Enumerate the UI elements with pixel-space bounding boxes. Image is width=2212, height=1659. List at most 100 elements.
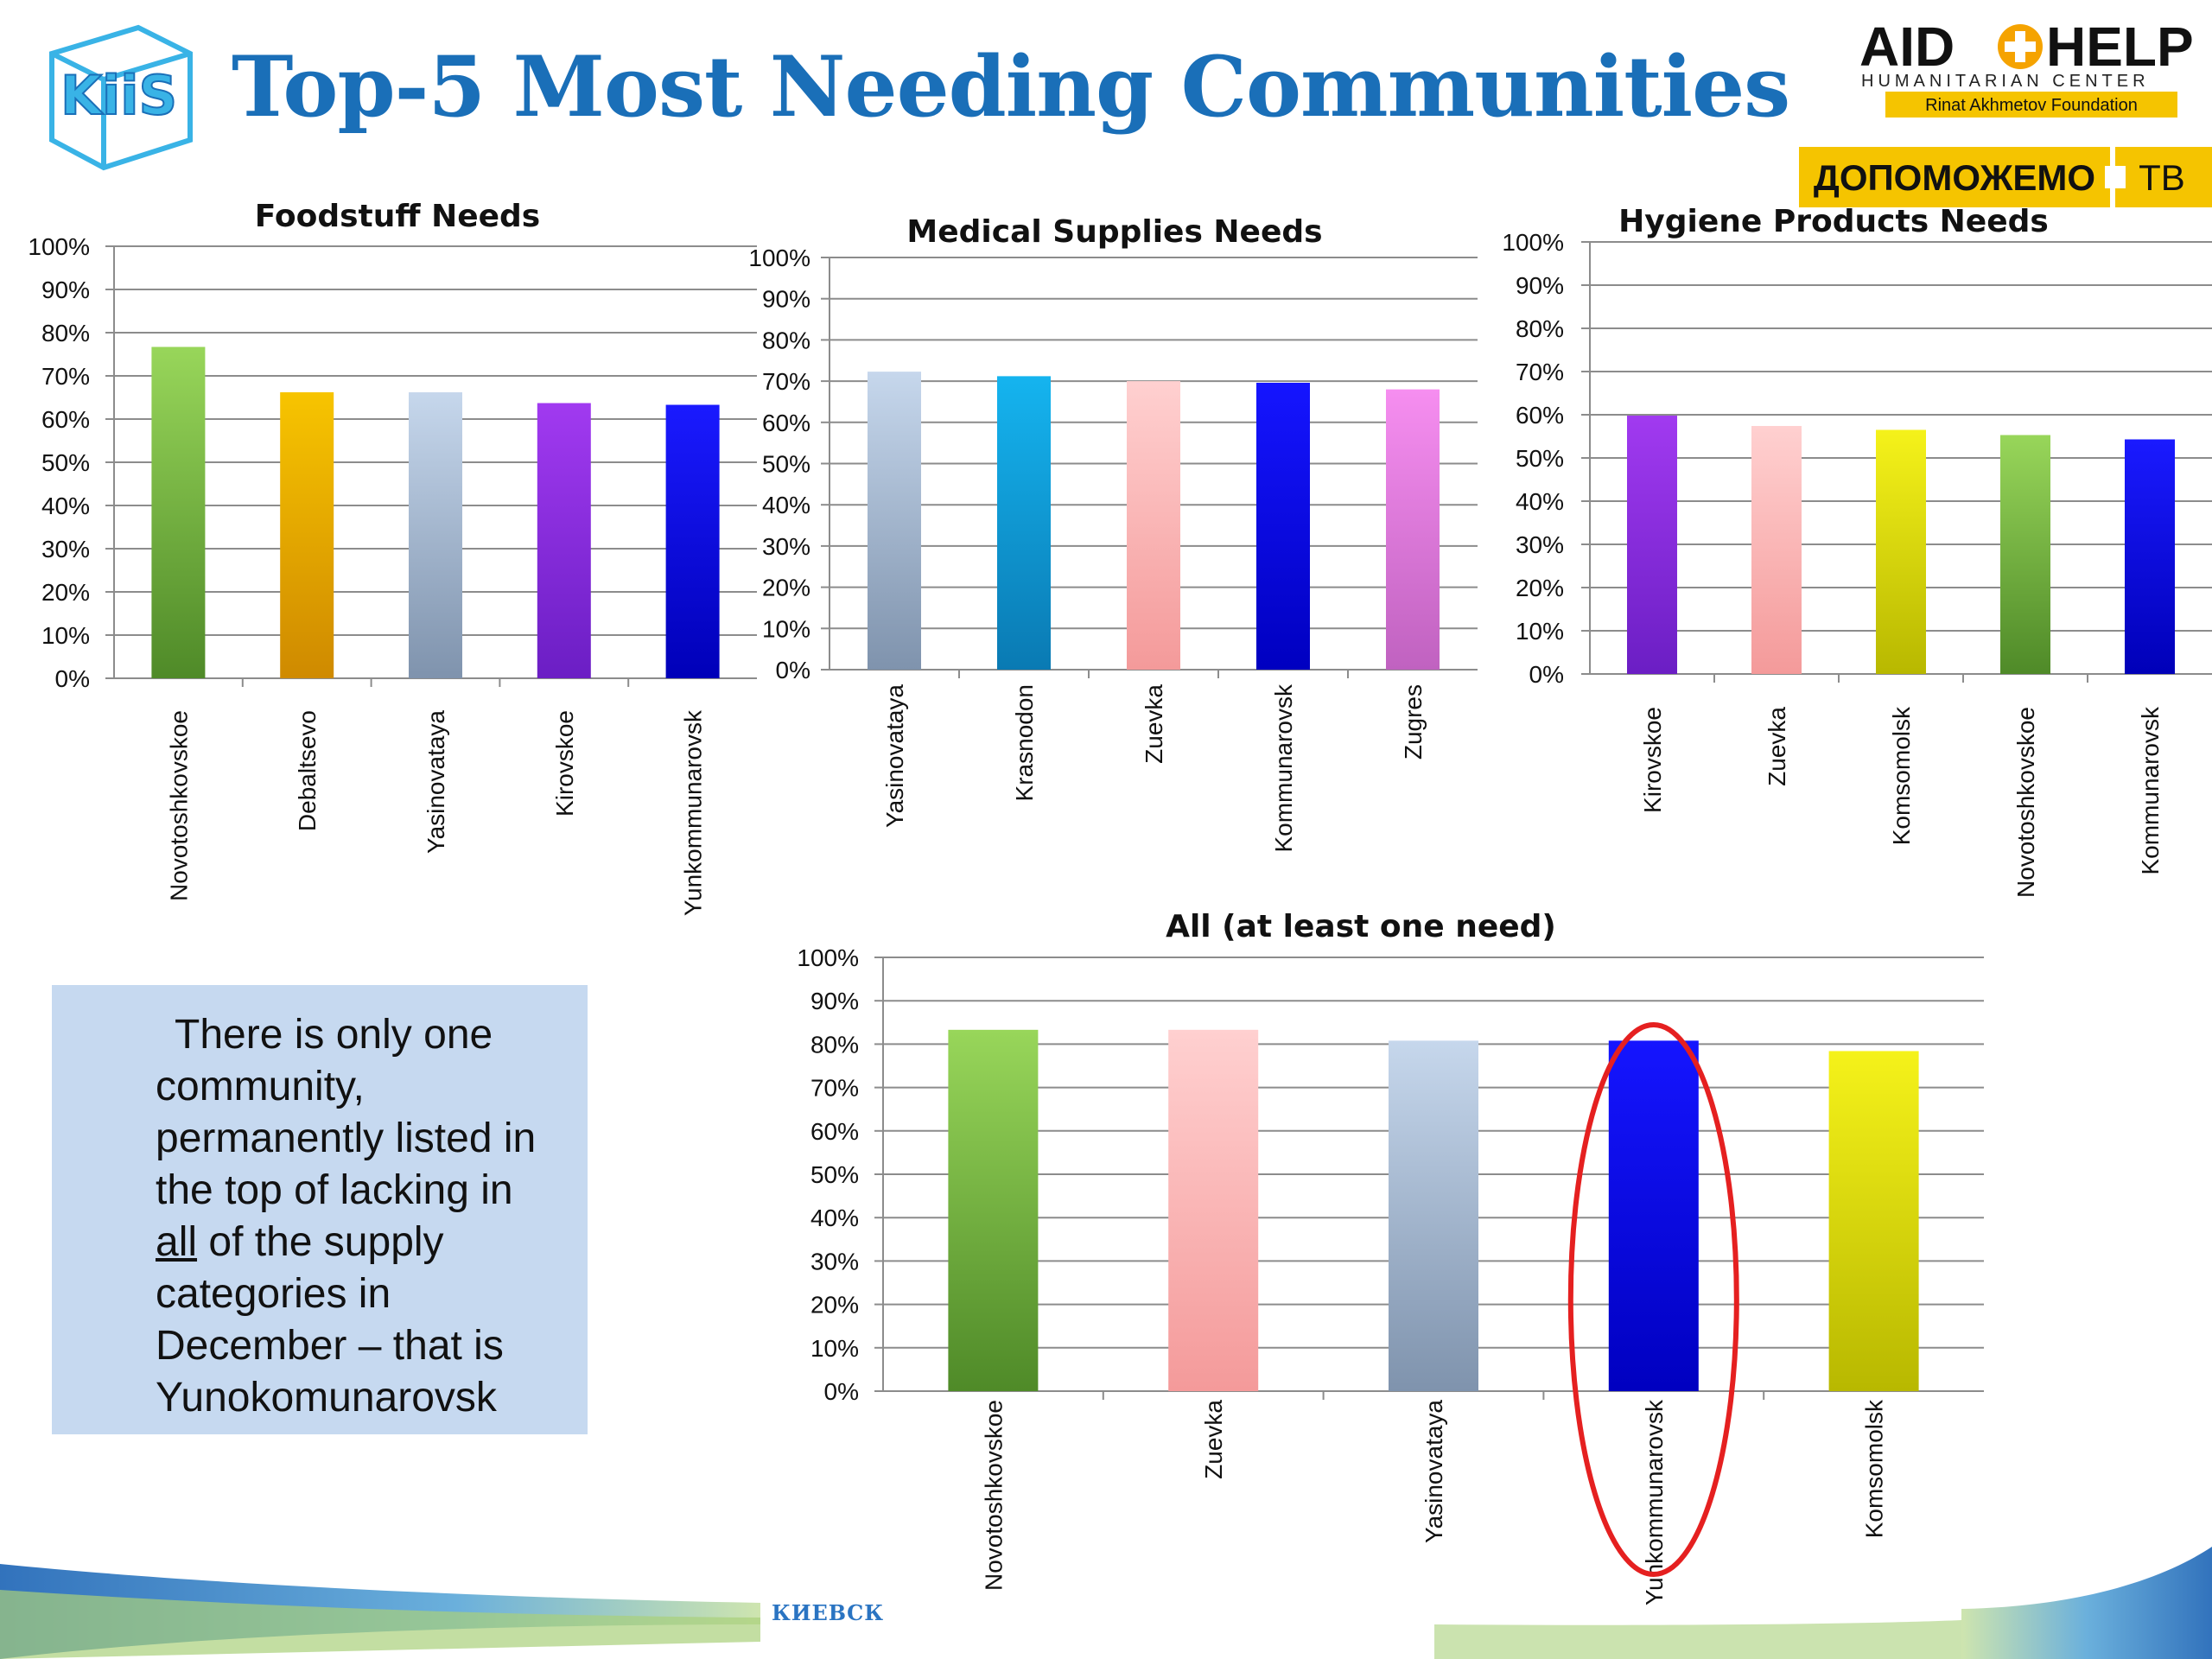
y-tick-label: 0% bbox=[824, 1378, 859, 1405]
x-category-label: Yasinovataya bbox=[423, 710, 449, 854]
footer-brand: КИЕВСК bbox=[772, 1600, 885, 1625]
bar-zuevka bbox=[1127, 381, 1180, 670]
note-underlined-word: all bbox=[156, 1219, 198, 1265]
y-tick-label: 40% bbox=[762, 492, 810, 518]
y-tick-label: 90% bbox=[762, 286, 810, 313]
y-tick-label: 80% bbox=[810, 1031, 859, 1058]
y-tick-label: 90% bbox=[1516, 272, 1564, 299]
y-tick-label: 80% bbox=[1516, 315, 1564, 342]
y-tick-label: 40% bbox=[810, 1205, 859, 1231]
note-line-8: Yunokomunarovsk bbox=[156, 1375, 497, 1421]
x-category-label: Kirovskoe bbox=[551, 710, 578, 817]
chart-title: Hygiene Products Needs bbox=[1618, 204, 2049, 239]
x-category-label: Novotoshkovskoe bbox=[980, 1400, 1007, 1591]
x-category-label: Debaltsevo bbox=[294, 710, 321, 831]
x-category-label: Krasnodon bbox=[1011, 684, 1038, 801]
banner-text: ДОПОМОЖЕМО bbox=[1814, 157, 2095, 198]
y-tick-label: 20% bbox=[41, 579, 90, 606]
y-tick-label: 100% bbox=[748, 245, 810, 271]
y-tick-label: 100% bbox=[1502, 229, 1564, 256]
y-tick-label: 20% bbox=[762, 575, 810, 601]
x-category-label: Zugres bbox=[1400, 684, 1427, 760]
y-tick-label: 20% bbox=[1516, 575, 1564, 601]
y-tick-label: 50% bbox=[810, 1161, 859, 1188]
aidhelp-logo: AID HELP HUMANITARIAN CENTER Rinat Akhme… bbox=[1859, 16, 2194, 118]
y-tick-label: 10% bbox=[810, 1335, 859, 1362]
y-tick-label: 90% bbox=[41, 276, 90, 303]
y-tick-label: 70% bbox=[1516, 359, 1564, 385]
highlight-ellipse bbox=[1567, 1022, 1739, 1577]
note-line-2: community, bbox=[156, 1064, 365, 1109]
hygiene-chart: Hygiene Products Needs 0% 10% 20% 30% 40% 50% 6… bbox=[1502, 204, 2212, 898]
bar-zuevka bbox=[1168, 1029, 1259, 1391]
all-needs-chart: All (at least one need) 0% 10% 20% 30% 40% 50%… bbox=[797, 909, 1984, 1605]
page-title: Top-5 Most Needing Communities bbox=[232, 38, 1790, 136]
y-tick-label: 50% bbox=[1516, 445, 1564, 472]
y-tick-label: 10% bbox=[762, 615, 810, 642]
y-tick-label: 0% bbox=[776, 657, 810, 683]
x-category-label: Kommunarovsk bbox=[1270, 683, 1297, 853]
bar-krasnodon bbox=[997, 376, 1051, 670]
bar-yasinovataya bbox=[868, 372, 921, 670]
bar-novotoshkovskoe bbox=[948, 1029, 1039, 1391]
x-category-label: Zuevka bbox=[1141, 684, 1167, 764]
y-tick-label: 40% bbox=[1516, 488, 1564, 515]
y-tick-label: 0% bbox=[1529, 661, 1564, 688]
x-category-label: Novotoshkovskoe bbox=[165, 710, 192, 901]
y-tick-label: 10% bbox=[1516, 618, 1564, 645]
chart-title: Medical Supplies Needs bbox=[906, 214, 1322, 250]
y-tick-label: 70% bbox=[810, 1075, 859, 1102]
bar-yasinovataya bbox=[1389, 1040, 1478, 1391]
note-line-1: There is only one bbox=[175, 1012, 493, 1058]
note-line-6: categories in bbox=[156, 1271, 391, 1317]
x-category-label: Yasinovataya bbox=[881, 684, 908, 828]
y-tick-label: 100% bbox=[28, 233, 90, 260]
y-tick-label: 20% bbox=[810, 1292, 859, 1319]
banner-suffix: ТВ bbox=[2139, 157, 2185, 198]
dopomozhemo-banner: ДОПОМОЖЕМО ТВ bbox=[1799, 147, 2212, 207]
y-tick-label: 60% bbox=[41, 406, 90, 433]
y-tick-label: 80% bbox=[41, 320, 90, 346]
x-category-label: Zuevka bbox=[1200, 1400, 1227, 1479]
x-category-label: Yasinovataya bbox=[1421, 1400, 1447, 1543]
bar-zuevka bbox=[1751, 426, 1802, 674]
humanitarian-text: HUMANITARIAN CENTER bbox=[1861, 72, 2150, 91]
y-tick-label: 60% bbox=[1516, 402, 1564, 429]
note-line-5: all of the supply bbox=[156, 1217, 570, 1268]
kiis-logo: KiiS bbox=[49, 24, 193, 171]
medical-chart: Medical Supplies Needs 0% 10% 20% 30% 40% 50% 6… bbox=[748, 214, 1478, 853]
aid-text: AID bbox=[1859, 16, 1955, 78]
y-tick-label: 30% bbox=[810, 1248, 859, 1274]
chart-title: All (at least one need) bbox=[1166, 909, 1556, 944]
bar-kommunarovsk bbox=[2125, 439, 2175, 674]
bar-yasinovataya bbox=[409, 392, 462, 678]
y-tick-label: 70% bbox=[762, 368, 810, 395]
y-tick-label: 60% bbox=[810, 1118, 859, 1145]
y-tick-label: 10% bbox=[41, 622, 90, 649]
x-category-label: Yunkommunarovsk bbox=[680, 709, 707, 916]
bar-komsomolsk bbox=[1828, 1051, 1919, 1391]
x-category-label: Kommunarovsk bbox=[2137, 706, 2164, 875]
foundation-text: Rinat Akhmetov Foundation bbox=[1925, 96, 2138, 115]
note-line-7: December – that is bbox=[156, 1323, 504, 1369]
x-category-label: Kirovskoe bbox=[1639, 707, 1666, 813]
bar-novotoshkovskoe bbox=[2000, 435, 2050, 674]
x-category-label: Komsomolsk bbox=[1861, 1399, 1888, 1538]
y-tick-label: 30% bbox=[1516, 531, 1564, 558]
bar-zugres bbox=[1386, 389, 1440, 670]
logo-text: KiiS bbox=[60, 64, 177, 127]
y-tick-label: 100% bbox=[797, 944, 859, 971]
bar-komsomolsk bbox=[1876, 429, 1926, 674]
bar-yunkommunarovsk bbox=[665, 404, 720, 678]
bar-yunkommunarovsk bbox=[1608, 1040, 1699, 1391]
x-category-label: Komsomolsk bbox=[1888, 706, 1915, 845]
foodstuff-chart: Foodstuff Needs 0% 10% 20% 30% 40% 50% 60% 70% 80… bbox=[28, 199, 757, 916]
bar-kirovskoe bbox=[1627, 416, 1677, 674]
chart-title: Foodstuff Needs bbox=[255, 199, 541, 234]
bar-kommunarovsk bbox=[1256, 383, 1310, 670]
note-box: There is only one community, permanently… bbox=[52, 985, 588, 1434]
note-line-5-rest: of the supply bbox=[197, 1219, 444, 1265]
footer-swoosh bbox=[0, 1547, 2212, 1659]
note-line-4: the top of lacking in bbox=[156, 1167, 513, 1213]
